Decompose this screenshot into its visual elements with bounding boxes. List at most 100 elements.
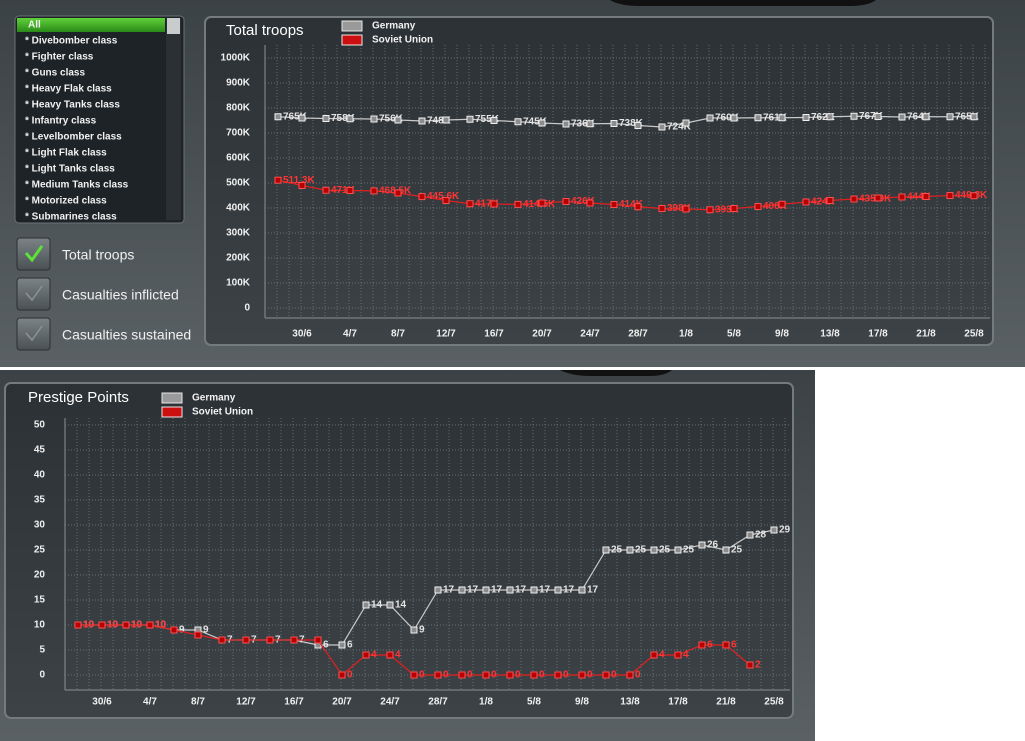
option-label[interactable]: Total troops (62, 247, 134, 263)
point-marker (538, 119, 546, 127)
value-label: 25 (611, 545, 623, 556)
scrollbar[interactable] (166, 18, 181, 220)
x-tick-label: 16/7 (484, 329, 504, 340)
point-marker (722, 546, 730, 554)
y-tick-label: 900K (226, 78, 251, 89)
point-marker (442, 116, 450, 124)
value-label: 28 (755, 530, 767, 541)
y-tick-label: 10 (34, 620, 46, 631)
x-tick-label: 16/7 (284, 697, 304, 708)
value-label: 4 (395, 650, 401, 661)
value-label: 0 (539, 670, 545, 681)
list-item[interactable]: * Light Flak class (25, 148, 107, 159)
value-label: 0 (443, 670, 449, 681)
legend-label: Germany (372, 21, 416, 32)
checkbox[interactable] (16, 317, 51, 351)
x-tick-label: 17/8 (868, 329, 888, 340)
list-item[interactable]: * Submarines class (25, 212, 117, 223)
point-marker (698, 641, 706, 649)
point-marker (314, 636, 322, 644)
y-tick-label: 45 (34, 445, 46, 456)
x-tick-label: 12/7 (236, 697, 256, 708)
point-marker (362, 651, 370, 659)
list-item[interactable]: * Divebomber class (25, 36, 118, 47)
value-label: 0 (419, 670, 425, 681)
option-label[interactable]: Casualties inflicted (62, 287, 179, 303)
point-marker (242, 636, 250, 644)
point-marker (578, 671, 586, 679)
point-marker (146, 621, 154, 629)
point-marker (922, 113, 930, 121)
checkbox[interactable] (16, 237, 51, 271)
list-item[interactable]: * Medium Tanks class (25, 180, 129, 191)
option-label[interactable]: Casualties sustained (62, 327, 191, 343)
point-marker (578, 586, 586, 594)
point-marker (562, 198, 570, 205)
point-marker (602, 546, 610, 554)
value-label: 17 (467, 585, 479, 596)
value-label: 26 (707, 540, 719, 551)
list-item[interactable]: * Light Tanks class (25, 164, 115, 175)
point-marker (586, 120, 594, 128)
point-marker (722, 641, 730, 649)
tab-shadow (560, 370, 672, 376)
value-label: 0 (467, 670, 473, 681)
point-marker (466, 200, 474, 208)
list-item[interactable]: * Levelbomber class (25, 132, 122, 143)
point-marker (626, 546, 634, 554)
value-label: 9 (179, 625, 185, 636)
y-tick-label: 25 (34, 545, 46, 556)
value-label: 29 (779, 525, 791, 536)
point-marker (746, 531, 754, 539)
value-label: 14 (371, 600, 383, 611)
point-marker (802, 114, 810, 121)
list-item[interactable]: * Guns class (25, 68, 85, 79)
point-marker (730, 114, 738, 122)
value-label: 4 (371, 650, 377, 661)
value-label: 511.3K (283, 175, 315, 186)
point-marker (274, 113, 282, 121)
point-marker (346, 187, 354, 194)
x-tick-label: 9/8 (575, 697, 589, 708)
checkbox[interactable] (16, 277, 51, 311)
x-tick-label: 28/7 (428, 697, 448, 708)
point-marker (394, 116, 402, 124)
list-item[interactable]: * Fighter class (25, 52, 94, 63)
point-marker (458, 671, 466, 679)
value-label: 748K (427, 116, 452, 127)
point-marker (778, 114, 786, 122)
scroll-thumb[interactable] (167, 18, 180, 34)
list-item[interactable]: * Infantry class (25, 116, 97, 127)
value-label: 758K (331, 113, 356, 124)
y-tick-label: 35 (34, 495, 46, 506)
x-tick-label: 4/7 (343, 329, 357, 340)
value-label: 10 (107, 620, 119, 631)
x-tick-label: 30/6 (92, 697, 112, 708)
point-marker (538, 199, 546, 207)
value-label: 426K (571, 196, 596, 207)
point-marker (850, 195, 858, 203)
point-marker (634, 122, 642, 129)
value-label: 724K (667, 122, 692, 133)
point-marker (274, 176, 282, 184)
value-label: 17 (515, 585, 527, 596)
value-label: 736K (571, 119, 596, 130)
point-marker (514, 118, 522, 126)
list-item[interactable]: All (28, 20, 41, 31)
point-marker (194, 631, 202, 639)
list-item[interactable]: * Heavy Tanks class (25, 100, 120, 111)
legend-swatch (341, 34, 363, 46)
point-marker (634, 203, 642, 211)
point-marker (482, 671, 490, 679)
list-item[interactable]: * Motorized class (25, 196, 107, 207)
selected-item[interactable] (17, 18, 165, 32)
value-label: 9 (203, 625, 209, 636)
list-item[interactable]: * Heavy Flak class (25, 84, 112, 95)
point-marker (674, 651, 682, 659)
point-marker (610, 201, 618, 208)
point-marker (362, 601, 370, 609)
point-marker (658, 205, 666, 212)
point-marker (290, 636, 298, 644)
point-marker (874, 194, 882, 202)
